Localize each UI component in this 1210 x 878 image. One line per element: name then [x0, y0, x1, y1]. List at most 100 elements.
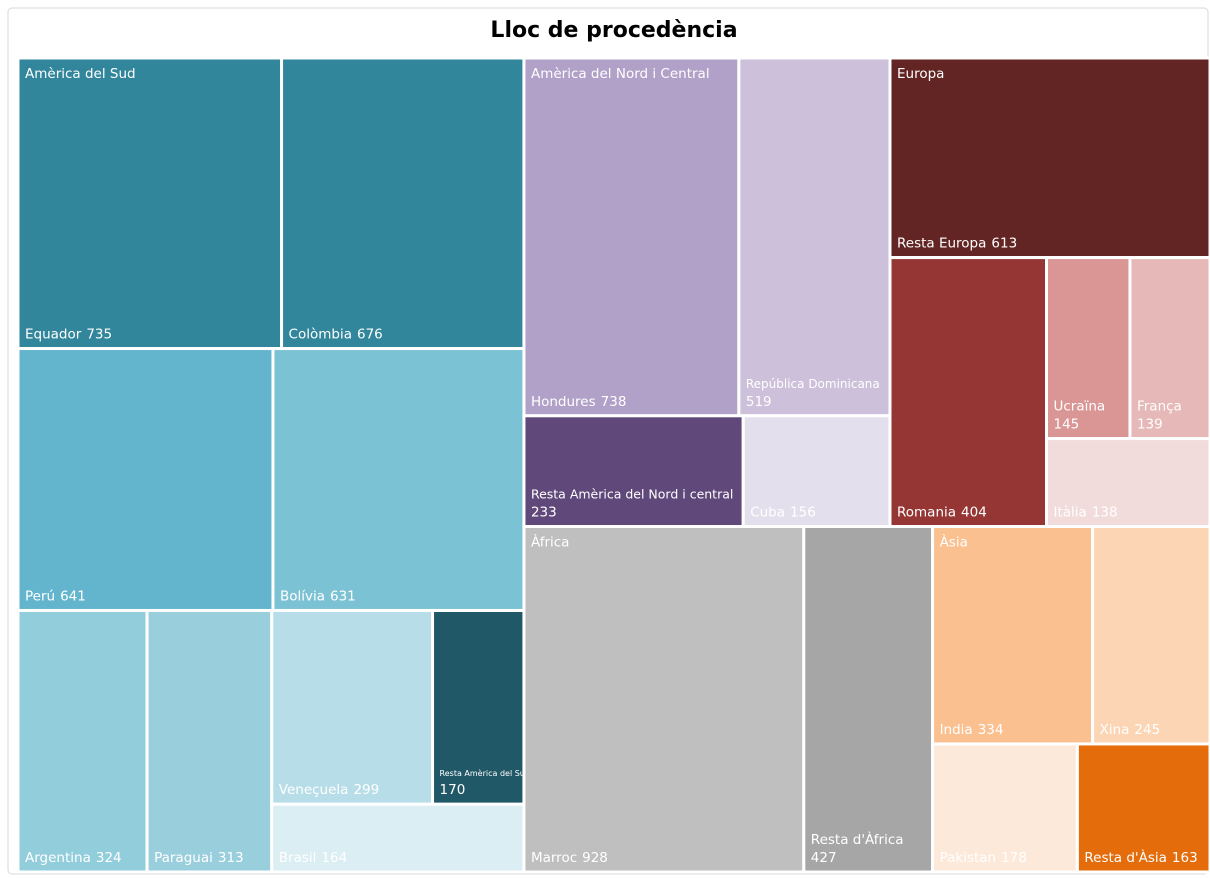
cell-label: Veneçuela 299	[279, 782, 379, 798]
cell-label: Argentina 324	[25, 850, 122, 866]
cell-value: 233	[531, 505, 557, 521]
cell-name: Argentina	[25, 850, 91, 866]
cell-label: Perú 641	[25, 588, 86, 604]
treemap-cell	[145, 608, 274, 874]
cell-value: 427	[811, 850, 837, 866]
treemap-cell	[16, 347, 275, 612]
cell-value: 178	[1001, 850, 1027, 866]
cell-name: Resta Europa	[897, 236, 986, 252]
treemap-cell	[1128, 256, 1210, 441]
cell-label: Xina 245	[1100, 722, 1161, 738]
cell-label: Equador 735	[25, 327, 112, 343]
group-label: Amèrica del Nord i Central	[531, 66, 710, 82]
cell-label: Brasil 164	[279, 850, 347, 866]
cell-value: 928	[582, 850, 608, 866]
treemap: Equador 735 Colòmbia 676 Perú 641 Bolívia 631 Ar…	[16, 56, 1210, 874]
cell-value: 613	[991, 236, 1017, 252]
cell-name: Pakistan	[940, 850, 997, 866]
group-label: Europa	[897, 66, 944, 82]
cell-label: Itàlia 138	[1054, 505, 1118, 521]
treemap-cell	[522, 525, 806, 874]
cell-value: 641	[60, 588, 86, 604]
cell-label: Resta d'Àfrica 427	[811, 831, 904, 866]
treemap-cell	[737, 56, 892, 418]
cell-value: 156	[790, 505, 816, 521]
cell-name: Brasil	[279, 850, 317, 866]
group-label: Àfrica	[531, 534, 570, 551]
cell-value: 324	[96, 850, 122, 866]
group-label: Amèrica del Sud	[25, 66, 136, 82]
cell-label: Resta Amèrica del Sud 170	[440, 768, 530, 798]
cell-value: 735	[86, 327, 112, 343]
cell-value: 404	[961, 505, 987, 521]
cell-name: República Dominicana	[746, 377, 880, 391]
treemap-cell	[271, 347, 526, 612]
cell-name: Equador	[25, 327, 82, 343]
cell-value: 299	[353, 782, 379, 798]
cell-name: Resta Amèrica del Nord i central	[531, 487, 733, 502]
cell-value: 738	[601, 394, 627, 410]
cell-name: Romania	[897, 505, 956, 521]
cell-label: Resta d'Àsia 163	[1084, 849, 1197, 866]
treemap-cell	[280, 56, 526, 351]
treemap-cell	[1075, 742, 1210, 874]
treemap-cell	[431, 608, 526, 806]
cell-label: Bolívia 631	[280, 588, 356, 604]
cell-value: 170	[440, 782, 466, 798]
cell-name: Resta d'Àfrica	[811, 831, 904, 848]
cell-label: República Dominicana 519	[746, 377, 880, 410]
treemap-cell	[16, 608, 149, 874]
treemap-cell	[1091, 525, 1210, 746]
treemap-cell	[888, 256, 1049, 529]
cell-name: Perú	[25, 588, 55, 604]
cell-name: India	[940, 722, 973, 738]
cell-value: 334	[978, 722, 1004, 738]
cell-name: Hondures	[531, 394, 596, 410]
cell-label: Marroc 928	[531, 850, 608, 866]
treemap-cell	[522, 414, 745, 529]
cell-label: França 139	[1137, 399, 1182, 433]
treemap-cell	[270, 802, 526, 874]
cell-name: Colòmbia	[289, 327, 352, 343]
cell-label: Colòmbia 676	[289, 327, 383, 343]
chart-title: Lloc de procedència	[490, 18, 737, 43]
cell-name: França	[1137, 399, 1182, 415]
cell-label: Pakistan 178	[940, 850, 1027, 866]
cell-name: Bolívia	[280, 588, 325, 604]
treemap-cell	[802, 525, 935, 874]
cell-name: Marroc	[531, 850, 577, 866]
cell-name: Resta d'Àsia	[1084, 849, 1167, 866]
cell-value: 313	[218, 850, 244, 866]
cell-value: 519	[746, 394, 772, 410]
treemap-cell	[16, 56, 284, 351]
cell-value: 139	[1137, 417, 1163, 433]
cell-label: Resta Europa 613	[897, 236, 1017, 252]
cell-name: Xina	[1100, 722, 1130, 738]
cell-name: Veneçuela	[279, 782, 349, 798]
cell-value: 138	[1092, 505, 1118, 521]
group-label: Àsia	[940, 534, 968, 551]
cell-name: Itàlia	[1054, 505, 1087, 521]
cell-label: Romania 404	[897, 505, 987, 521]
treemap-cell	[270, 608, 435, 806]
cell-label: Paraguai 313	[154, 850, 244, 866]
cell-value: 145	[1054, 417, 1080, 433]
cell-value: 631	[330, 588, 356, 604]
cell-name: Paraguai	[154, 850, 213, 866]
cell-value: 245	[1134, 722, 1160, 738]
cell-label: Resta Amèrica del Nord i central 233	[531, 487, 733, 521]
treemap-cell	[931, 525, 1095, 746]
cell-label: India 334	[940, 722, 1004, 738]
cell-label: Hondures 738	[531, 394, 626, 410]
cell-label: Cuba 156	[750, 505, 816, 521]
cell-name: Resta Amèrica del Sud	[440, 768, 530, 778]
cell-name: Ucraïna	[1054, 399, 1106, 415]
treemap-cell	[888, 56, 1210, 260]
treemap-cell	[522, 56, 741, 418]
cell-value: 676	[357, 327, 383, 343]
cell-value: 164	[321, 850, 347, 866]
cell-name: Cuba	[750, 505, 785, 521]
cell-label: Ucraïna 145	[1054, 399, 1106, 433]
